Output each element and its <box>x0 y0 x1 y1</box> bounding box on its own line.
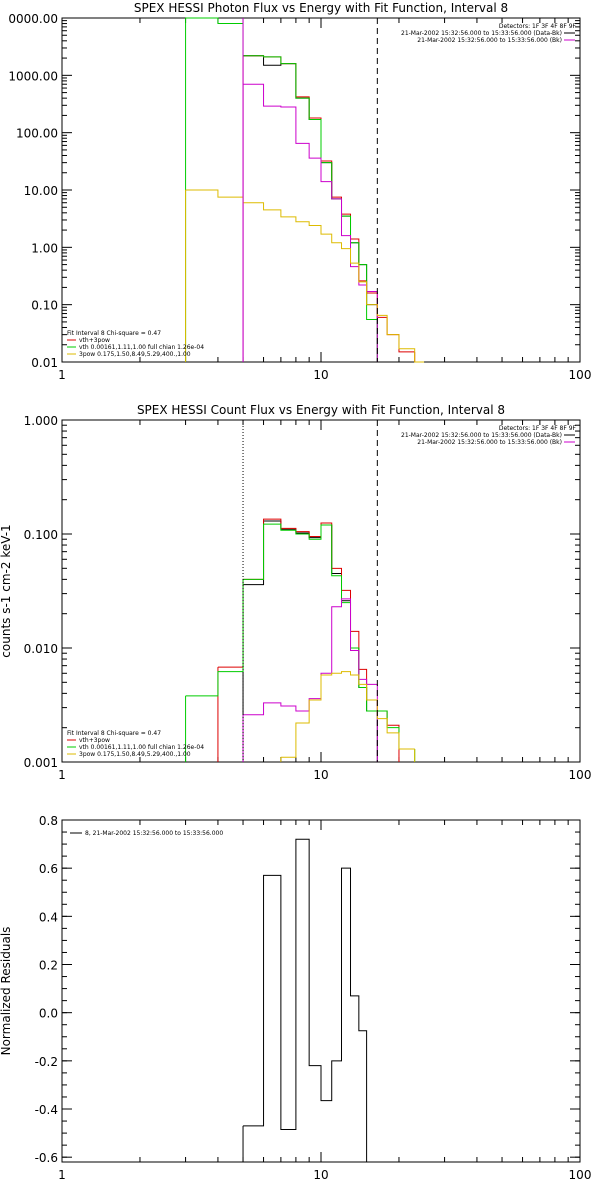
chart-2-info-legend-text: 21-Mar-2002 15:32:56.000 to 15:33:56.000… <box>401 432 562 439</box>
chart-2-fit-legend-text: 3pow 0.175,1.50,8.49,5.29,400.,1.00 <box>79 751 191 758</box>
chart-1-info-legend-text: 21-Mar-2002 15:32:56.000 to 15:33:56.000… <box>401 30 562 37</box>
chart-1-fit-legend-text: 3pow 0.175,1.50,8.49,5.29,400.,1.00 <box>79 351 191 358</box>
chart-1-x-tick-label: 1 <box>58 368 66 382</box>
chart-1-y-tick-label: 1.00 <box>31 241 58 255</box>
chart-1-fit-legend-text: vth+3pow <box>79 337 110 344</box>
chart-1-fit-legend-text: vth 0.00161,1.11,1.00 full chian 1.26e-0… <box>79 344 204 351</box>
chart-1-series-4-line <box>243 83 378 292</box>
chart-1-series-5-line <box>185 189 425 363</box>
chart-1-y-tick-label: 0000.00 <box>8 12 58 26</box>
chart-1-detectors-label: Detectors: 1F 3F 4F 8F 9F <box>499 23 577 30</box>
chart-3-x-tick-label: 100 <box>569 1168 592 1182</box>
chart-1-x-tick-label: 100 <box>569 368 592 382</box>
chart-1-y-tick-label: 100.00 <box>16 127 58 141</box>
chart-2-fit-legend-header: Fit Interval 8 Chi-square = 0.47 <box>67 730 161 737</box>
chart-3-y-tick-label: -0.2 <box>35 1055 58 1069</box>
chart-2-series-4-line <box>243 598 378 716</box>
chart-2-info-legend-text: 21-Mar-2002 15:32:56.000 to 15:33:56.000… <box>417 439 562 446</box>
chart-1-x-tick-label: 10 <box>313 368 328 382</box>
chart-3-series-1-line <box>243 838 378 1163</box>
chart-3-y-tick-label: 0.2 <box>39 959 58 973</box>
chart-2-series-3-line <box>185 523 415 750</box>
chart-3-x-tick-label: 1 <box>58 1168 66 1182</box>
chart-3-y-tick-label: 0.4 <box>39 910 58 924</box>
chart-2-y-tick-label: 0.100 <box>24 528 58 542</box>
chart-3-residual-legend-text: 8, 21-Mar-2002 15:32:56.000 to 15:33:56.… <box>85 830 223 837</box>
chart-1-info-legend-text: 21-Mar-2002 15:32:56.000 to 15:33:56.000… <box>417 37 562 44</box>
chart-1-y-tick-label: 10.00 <box>24 184 58 198</box>
chart-2-detectors-label: Detectors: 1F 3F 4F 8F 9F <box>499 425 577 432</box>
chart-2-x-tick-label: 10 <box>313 768 328 782</box>
chart-2-y-axis-label: counts s-1 cm-2 keV-1 <box>0 524 13 657</box>
chart-3-y-axis-label: Normalized Residuals <box>0 927 13 1056</box>
chart-2-x-tick-label: 100 <box>569 768 592 782</box>
chart-3-y-tick-label: 0.0 <box>39 1007 58 1021</box>
chart-3-y-tick-label: -0.4 <box>35 1103 58 1117</box>
chart-1-series-2-line <box>243 55 415 353</box>
chart-2-title: SPEX HESSI Count Flux vs Energy with Fit… <box>137 403 505 417</box>
chart-1-y-tick-label: 0.10 <box>31 299 58 313</box>
chart-3-y-tick-label: -0.6 <box>35 1151 58 1165</box>
chart-1-title: SPEX HESSI Photon Flux vs Energy with Fi… <box>134 1 508 15</box>
chart-3-x-tick-label: 10 <box>313 1168 328 1182</box>
chart-2-y-tick-label: 0.001 <box>24 756 58 770</box>
chart-2-y-tick-label: 0.010 <box>24 642 58 656</box>
chart-2-fit-legend-text: vth+3pow <box>79 737 110 744</box>
chart-2-fit-legend-text: vth 0.00161,1.11,1.00 full chian 1.26e-0… <box>79 744 204 751</box>
chart-1-series-3-line <box>185 17 378 321</box>
chart-1-y-tick-label: 1000.00 <box>8 69 58 83</box>
chart-1-plot-frame <box>61 17 581 363</box>
chart-2-plot-frame <box>61 419 581 763</box>
chart-1-y-tick-label: 0.01 <box>31 356 58 370</box>
chart-2-series-5-line <box>280 671 415 758</box>
chart-2-y-tick-label: 1.000 <box>24 414 58 428</box>
chart-3-plot-frame <box>61 819 581 1163</box>
chart-3-y-tick-label: 0.6 <box>39 862 58 876</box>
chart-1-fit-legend-header: Fit Interval 8 Chi-square = 0.47 <box>67 330 161 337</box>
chart-3-y-tick-label: 0.8 <box>39 814 58 828</box>
chart-2-x-tick-label: 1 <box>58 768 66 782</box>
